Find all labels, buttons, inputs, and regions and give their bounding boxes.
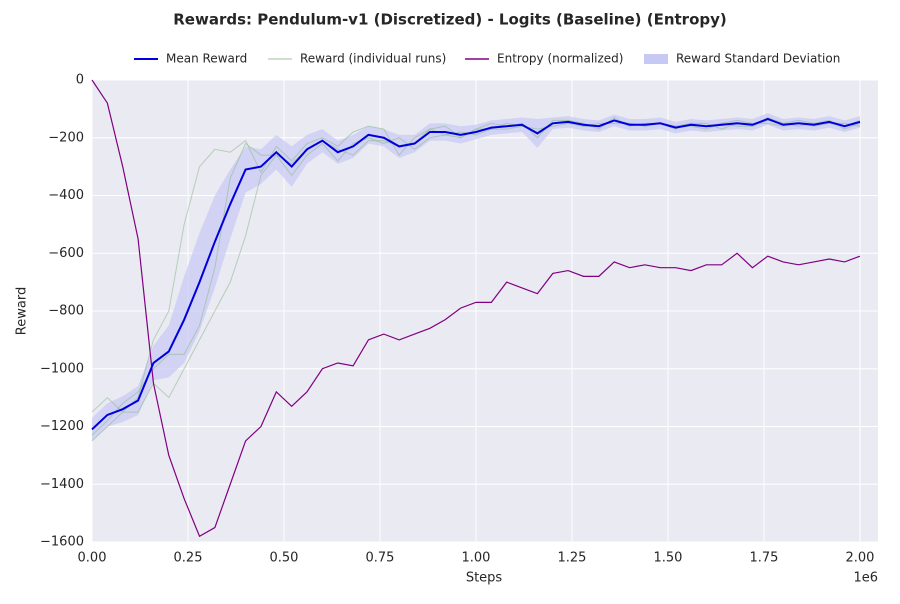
x-tick-label: 1.50	[653, 551, 682, 566]
legend-swatch	[644, 54, 668, 64]
y-tick-label: −1600	[40, 535, 84, 550]
mean-line	[91, 117, 861, 431]
entropy-line	[91, 79, 861, 538]
y-tick-label: −1000	[40, 361, 84, 376]
legend: Mean Reward Reward (individual runs) Entro…	[134, 52, 840, 66]
x-axis-label: Steps	[466, 571, 503, 586]
legend-label: Mean Reward	[166, 52, 247, 66]
y-tick-label: −400	[48, 188, 84, 203]
legend-label: Entropy (normalized)	[497, 52, 623, 66]
run-line	[91, 119, 861, 442]
x-tick-label: 1.75	[749, 551, 778, 566]
x-tick-label: 1.25	[557, 551, 586, 566]
x-tick-label: 2.00	[845, 551, 874, 566]
y-tick-label: −1400	[40, 477, 84, 492]
run-line	[91, 119, 861, 436]
y-tick-label: −1200	[40, 419, 84, 434]
x-offset-label: 1e6	[853, 571, 878, 586]
y-tick-label: −800	[48, 304, 84, 319]
legend-label: Reward Standard Deviation	[676, 52, 840, 66]
plot-layer	[91, 79, 878, 543]
legend-label: Reward (individual runs)	[300, 52, 446, 66]
x-tick-label: 0.25	[174, 551, 203, 566]
x-tick-label: 0.50	[270, 551, 299, 566]
x-tick-label: 0.00	[78, 551, 107, 566]
x-tick-label: 1.00	[462, 551, 491, 566]
y-axis-label: Reward	[15, 287, 30, 335]
y-tick-label: 0	[76, 73, 84, 88]
y-tick-label: −600	[48, 246, 84, 261]
chart-title: Rewards: Pendulum-v1 (Discretized) - Log…	[173, 11, 727, 29]
x-tick-label: 0.75	[366, 551, 395, 566]
y-tick-label: −200	[48, 130, 84, 145]
